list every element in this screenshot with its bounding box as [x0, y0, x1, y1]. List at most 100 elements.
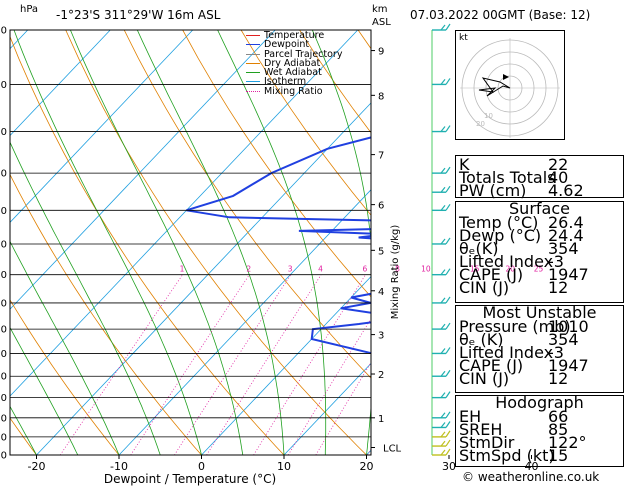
legend: Temperature Dewpoint Parcel Trajectory Dry …	[246, 31, 342, 96]
surface-temp-value: 26.4	[548, 213, 584, 232]
km-label: km	[372, 4, 388, 15]
wind-barb-flag	[445, 166, 451, 174]
mixing-ratio-label: 4	[318, 265, 323, 274]
mixing-ratio-label: 2	[246, 265, 251, 274]
hodograph-ring-label: 20	[476, 120, 485, 128]
isotherm-line	[10, 30, 194, 223]
wind-barb-flag	[440, 431, 446, 438]
wind-barb-flag	[440, 412, 446, 419]
copyright-footer[interactable]: © weatheronline.co.uk	[462, 470, 600, 484]
pressure-tick-label: 550	[0, 239, 7, 250]
mu-cape-value: 1947	[548, 356, 589, 375]
wind-barb-flag	[445, 439, 451, 447]
hodograph-title: Hodograph	[495, 393, 584, 412]
surface-dewp-value: 24.4	[548, 226, 584, 245]
location-label: -1°23'S 311°29'W 16m ASL	[56, 8, 221, 22]
hodograph-trace	[478, 77, 511, 97]
surface-li-value: -3	[548, 252, 564, 271]
mixing-ratio-label: 1	[180, 265, 185, 274]
wind-barb-flag	[440, 186, 446, 193]
wind-barb-flag	[440, 348, 446, 354]
wind-barb-flag	[440, 238, 446, 245]
legend-swatch	[246, 44, 260, 46]
wind-barb-flag	[440, 24, 446, 31]
wet-adiabat-line	[10, 141, 161, 455]
wet-adiabat-line	[10, 405, 37, 455]
pressure-tick-label: 900	[0, 413, 7, 424]
pressure-tick-label: 1000	[0, 451, 7, 462]
isotherm-line	[118, 189, 371, 455]
hodograph-unit: kt	[459, 33, 468, 43]
wind-barb-flag	[440, 449, 446, 456]
mixing-ratio-line	[130, 274, 250, 455]
legend-label: Temperature	[264, 30, 325, 41]
wind-barb-flag	[445, 411, 451, 419]
x-axis-label: Dewpoint / Temperature (°C)	[104, 472, 276, 486]
mu-thetae-label: θₑ (K)	[459, 330, 504, 349]
x-tick-label: 30	[442, 460, 456, 473]
legend-label: Dry Adiabat	[264, 57, 321, 69]
km-tick-label: 8	[378, 91, 384, 102]
wind-barb-flag	[440, 323, 446, 330]
dry-adiabat-line	[182, 30, 371, 298]
wind-barb-flag	[440, 204, 446, 211]
isotherm-line	[10, 30, 111, 137]
index-tt-label: Totals Totals	[459, 168, 556, 187]
legend-swatch	[246, 53, 260, 55]
km-tick-label: 4	[378, 287, 384, 298]
wind-barb-flag	[440, 79, 446, 85]
hodograph-ring-label: 10	[484, 112, 493, 120]
wind-barb-flag	[445, 369, 451, 377]
wind-barb-flag	[445, 347, 451, 354]
index-k-label: K	[459, 155, 470, 174]
mixing-ratio-label: 10	[421, 265, 431, 274]
legend-swatch	[246, 62, 260, 64]
surface-title: Surface	[509, 199, 570, 218]
wind-barb-flag	[445, 448, 451, 456]
pressure-tick-label: 400	[0, 127, 7, 138]
legend-label: Mixing Ratio	[264, 85, 323, 97]
mu-cin-label: CIN (J)	[459, 369, 510, 388]
index-k-value: 22	[548, 155, 569, 174]
pressure-tick-label: 500	[0, 206, 7, 217]
wind-barb-flag	[445, 391, 451, 398]
wind-barb-flag	[445, 268, 451, 276]
temperature-curve	[408, 30, 443, 455]
index-pw-value: 4.62	[548, 181, 584, 200]
surface-cin-value: 12	[548, 278, 569, 297]
pressure-tick-label: 650	[0, 298, 7, 309]
pressure-tick-label: 450	[0, 169, 7, 180]
index-pw-label: PW (cm)	[459, 181, 527, 200]
surface-temp-label: Temp (°C)	[459, 213, 539, 232]
wind-barb-flag	[440, 167, 446, 174]
isotherm-line	[283, 362, 371, 455]
km-tick-label: 1	[378, 414, 384, 425]
legend-item: Parcel Trajectory	[246, 49, 342, 59]
km-tick-label: LCL	[383, 444, 402, 455]
dewpoint-curve	[186, 136, 371, 355]
dry-adiabat-line	[240, 30, 371, 216]
surface-dewp-label: Dewp (°C)	[459, 226, 542, 245]
wind-barb-flag	[440, 392, 446, 399]
mixing-ratio-label: 8	[395, 265, 400, 274]
legend-label: Dewpoint	[264, 39, 310, 51]
wind-barb-flag	[445, 237, 451, 245]
index-tt-value: 40	[548, 168, 569, 187]
legend-label: Wet Adiabat	[264, 67, 322, 79]
mixing-ratio-label: 3	[288, 265, 293, 274]
mu-pressure-value: 1010	[548, 317, 589, 336]
isotherm-line	[10, 30, 276, 310]
legend-swatch	[246, 81, 260, 83]
pressure-tick-label: 300	[0, 26, 7, 37]
surface-cape-value: 1947	[548, 265, 589, 284]
km-tick-label: 3	[378, 331, 384, 342]
stmspd-value: 15	[548, 446, 569, 465]
parcel-trajectory-curve	[404, 30, 461, 455]
wind-barb-flag	[445, 23, 451, 31]
surface-cin-label: CIN (J)	[459, 278, 510, 297]
stmdir-label: StmDir	[459, 433, 515, 452]
wind-barb-flag	[445, 203, 451, 211]
date-label: 07.03.2022 00GMT (Base: 12)	[410, 8, 591, 22]
pressure-tick-label: 600	[0, 270, 7, 281]
